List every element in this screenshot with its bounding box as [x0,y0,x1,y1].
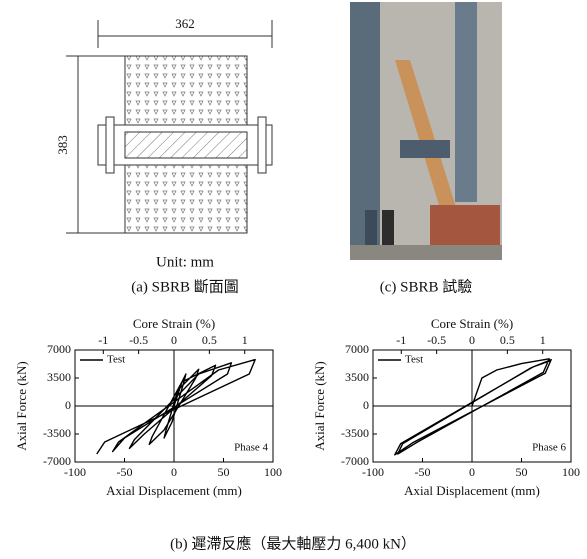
y-tick-label: 0 [363,398,369,412]
y-tick-label: 3500 [345,370,369,384]
legend-label: Test [405,354,423,366]
top-tick-label: 0.5 [500,333,515,347]
x-tick-label: 50 [218,465,230,479]
top-tick-label: -1 [98,333,108,347]
hysteresis-curve [96,358,256,455]
y-tick-label: -7000 [43,454,71,468]
y-tick-label: 0 [65,398,71,412]
y-tick-label: -7000 [341,454,369,468]
x-tick-label: -100 [64,465,86,479]
x-tick-label: -50 [415,465,431,479]
caption: (a) SBRB 斷面圖 [131,278,239,295]
x-tick-label: 100 [264,465,282,479]
top-tick-label: 0 [469,333,475,347]
y-tick-label: 3500 [47,370,71,384]
y-axis-label: Axial Force (kN) [312,361,327,451]
cross-section: 362 383 Unit: mm (a) SBRB 斷面圖 [55,16,273,295]
x-tick-label: 0 [171,465,177,479]
x-tick-label: 0 [469,465,475,479]
y-tick-label: 7000 [47,342,71,356]
width-dimension: 362 [175,16,195,31]
top-axis-label: Core Strain (%) [431,316,513,331]
unit-label: Unit: mm [156,254,214,270]
annotation: Phase 6 [532,442,566,454]
x-tick-label: 50 [516,465,528,479]
hysteresis-curve [394,358,552,456]
x-tick-label: -50 [117,465,133,479]
height-dimension: 383 [55,135,70,155]
y-axis-label: Axial Force (kN) [14,361,29,451]
legend-label: Test [107,354,125,366]
top-tick-label: 1 [540,333,546,347]
top-tick-label: 1 [242,333,248,347]
top-axis-label: Core Strain (%) [133,316,215,331]
x-tick-label: -100 [362,465,384,479]
top-tick-label: 0.5 [202,333,217,347]
top-tick-label: -0.5 [129,333,148,347]
y-tick-label: -3500 [43,426,71,440]
caption: (c) SBRB 試驗 [380,278,473,295]
x-tick-label: 100 [562,465,580,479]
top-tick-label: 0 [171,333,177,347]
x-axis-label: Axial Displacement (mm) [404,483,540,498]
top-tick-label: -0.5 [427,333,446,347]
test-photo: (c) SBRB 試驗 [350,2,502,295]
top-tick-label: -1 [396,333,406,347]
y-tick-label: 7000 [345,342,369,356]
x-axis-label: Axial Displacement (mm) [106,483,242,498]
y-tick-label: -3500 [341,426,369,440]
annotation: Phase 4 [234,442,268,454]
caption: (b) 遲滯反應（最大軸壓力 6,400 kN） [170,534,416,552]
